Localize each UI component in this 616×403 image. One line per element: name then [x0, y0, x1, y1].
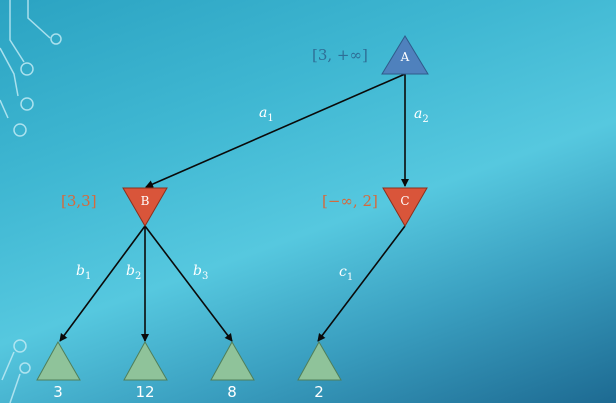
leaf-value-1: 3 — [53, 383, 63, 401]
node-b-triangle — [122, 187, 168, 227]
node-a-interval: [3, +∞] — [312, 46, 368, 64]
leaf-value-4: 2 — [314, 383, 324, 401]
edge-b3 — [144, 225, 233, 342]
leaf-triangle-1 — [36, 340, 81, 381]
leaf-triangle-3 — [210, 340, 255, 381]
edge-b1 — [59, 225, 146, 342]
edge-label-b1: b1 — [76, 263, 92, 282]
node-b-interval: [3,3] — [61, 192, 97, 210]
edge-label-b2: b2 — [126, 263, 142, 282]
circuit-decoration-top — [0, 0, 62, 137]
edge-label-b3: b3 — [193, 263, 209, 282]
edge-a1 — [145, 73, 406, 188]
circuit-decoration-bottom — [1, 339, 31, 403]
edge-label-a1: a1 — [259, 105, 274, 124]
node-c-label: C — [400, 194, 410, 208]
node-a-triangle — [381, 35, 429, 75]
node-c-interval: [−∞, 2] — [322, 192, 378, 210]
leaf-value-2: 12 — [135, 383, 155, 401]
leaf-value-3: 8 — [227, 383, 237, 401]
node-a-label: A — [400, 50, 410, 64]
edge-label-c1: c1 — [339, 264, 354, 283]
leaf-triangle-4 — [297, 340, 342, 381]
node-b-label: B — [140, 194, 150, 208]
edge-label-a2: a2 — [414, 106, 429, 125]
node-c-triangle — [382, 187, 428, 227]
edge-c1 — [317, 225, 406, 342]
leaf-triangle-2 — [123, 340, 168, 381]
